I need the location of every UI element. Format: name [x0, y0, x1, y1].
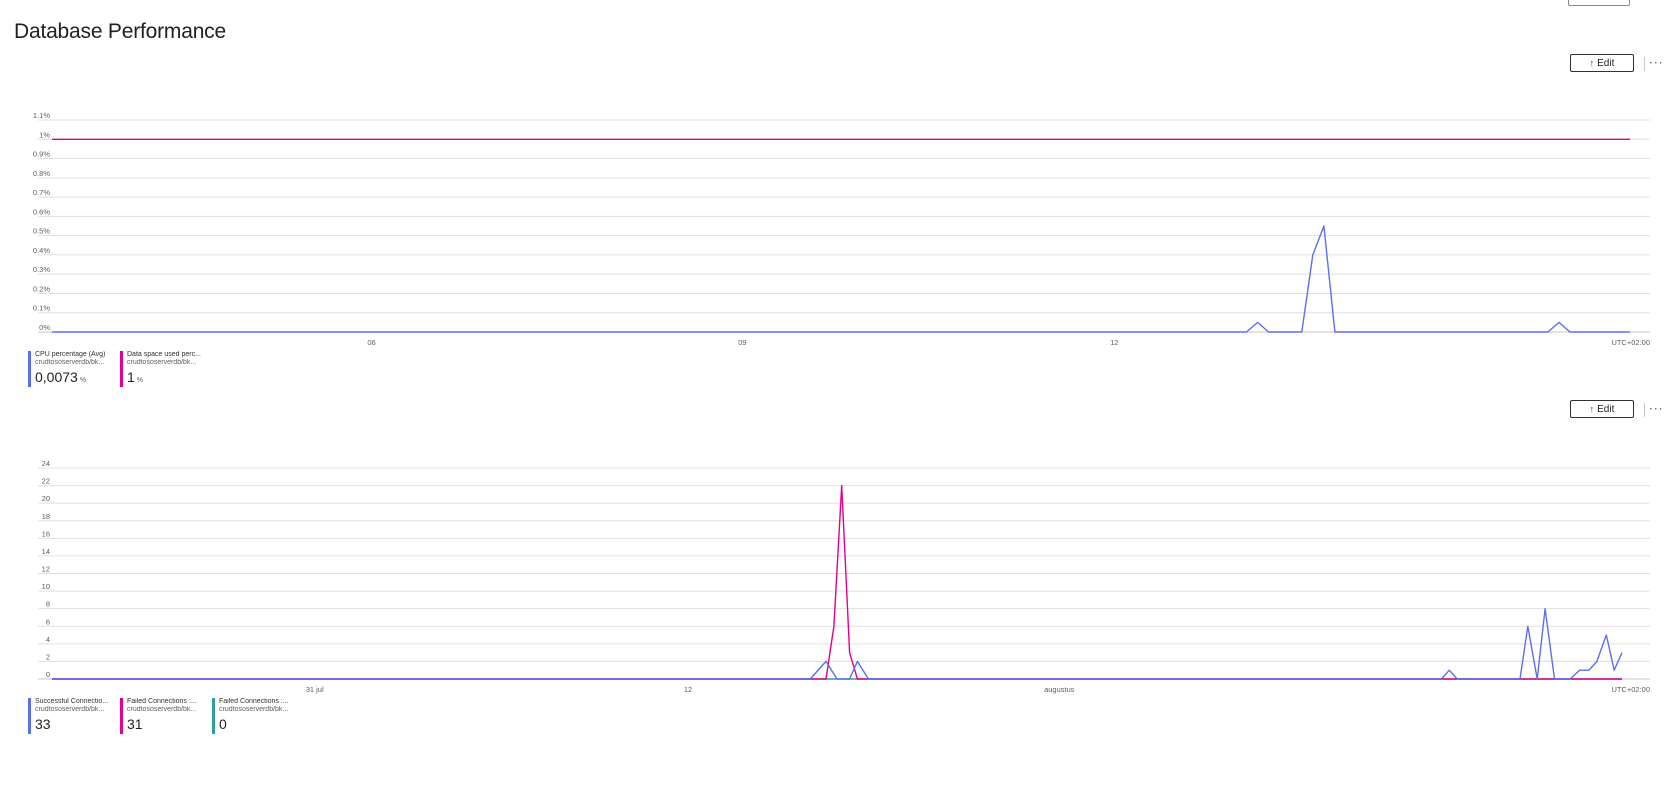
legend-item[interactable]: Failed Connections :... crudtososerverdb/…	[120, 698, 202, 734]
page-title: Database Performance	[14, 20, 226, 43]
legend-unit: %	[136, 377, 144, 384]
y-tick-label: 4	[46, 635, 50, 644]
series-line	[52, 225, 1630, 333]
toolbar-divider	[1644, 57, 1645, 71]
legend-item[interactable]: Data space used perc... crudtososerverdb/…	[120, 351, 202, 387]
legend-summary-value: 0,0073	[35, 369, 78, 385]
legend-swatch	[28, 351, 31, 387]
y-tick-label: 14	[42, 547, 50, 556]
y-tick-label: 12	[42, 565, 50, 574]
cpu-data-space-chart-tile: ↑ Edit ··· 0% 0.1% 0.2% 0.3% 0.4% 0.5% 0.6% 0.7…	[0, 54, 1665, 390]
legend-item[interactable]: CPU percentage (Avg) crudtososerverdb/bk.…	[28, 351, 110, 387]
legend-value-row: 0,0073%	[35, 369, 110, 389]
chart-legend: CPU percentage (Avg) crudtososerverdb/bk.…	[28, 351, 202, 387]
x-tick-label: 31 jul	[306, 685, 324, 694]
edit-label: Edit	[1597, 403, 1615, 415]
legend-resource-name: crudtososerverdb/bk...	[219, 706, 289, 713]
series-line	[52, 607, 1623, 680]
timezone-label: UTC+02:00	[1611, 685, 1650, 694]
legend-value-row: 1%	[127, 369, 202, 389]
legend-series-name: Data space used perc...	[127, 351, 201, 358]
y-tick-label: 0%	[39, 323, 50, 332]
y-tick-label: 0.8%	[33, 169, 50, 178]
connections-chart-tile: ↑ Edit ··· 0 2 4 6 8 10 12 14 16 18 20 22 24 31 jul 12…	[0, 400, 1665, 787]
legend-resource-name: crudtososerverdb/bk...	[35, 706, 105, 713]
legend-summary-value: 33	[35, 716, 51, 732]
y-tick-label: 20	[42, 494, 50, 503]
edit-button[interactable]: ↑ Edit	[1570, 54, 1634, 72]
y-tick-label: 6	[46, 617, 50, 626]
legend-summary-value: 0	[219, 716, 227, 732]
legend-summary-value: 31	[127, 716, 143, 732]
tile-toolbar: ↑ Edit ···	[1465, 400, 1665, 420]
legend-series-name: Failed Connections :...	[127, 698, 197, 705]
toolbar-divider	[1644, 403, 1645, 417]
x-tick-label: augustus	[1044, 685, 1075, 694]
ellipsis-icon: ···	[1649, 402, 1664, 416]
partial-tile-button[interactable]	[1568, 0, 1630, 6]
y-tick-label: 0.4%	[33, 246, 50, 255]
legend-value-row: 33	[35, 716, 110, 733]
y-tick-label: 8	[46, 600, 50, 609]
y-tick-label: 16	[42, 529, 50, 538]
legend-series-name: CPU percentage (Avg)	[35, 351, 106, 358]
legend-item[interactable]: Successful Connectio... crudtososerverdb/…	[28, 698, 110, 734]
pin-icon: ↑	[1589, 403, 1595, 414]
y-tick-label: 0.2%	[33, 284, 50, 293]
legend-resource-name: crudtososerverdb/bk...	[127, 359, 197, 366]
pin-icon: ↑	[1589, 57, 1595, 68]
x-tick-label: 12	[684, 685, 692, 694]
legend-item[interactable]: Failed Connections :... crudtososerverdb/…	[212, 698, 294, 734]
x-tick-label: 12	[1110, 338, 1118, 347]
more-options-button[interactable]: ···	[1649, 54, 1665, 72]
more-options-button[interactable]: ···	[1649, 400, 1665, 418]
tile-toolbar: ↑ Edit ···	[1465, 54, 1665, 74]
legend-swatch	[120, 351, 123, 387]
legend-unit: %	[79, 377, 87, 384]
x-tick-label: 06	[367, 338, 375, 347]
edit-label: Edit	[1597, 57, 1615, 69]
legend-summary-value: 1	[127, 369, 135, 385]
y-tick-label: 0.1%	[33, 304, 50, 313]
y-tick-label: 0.7%	[33, 188, 50, 197]
legend-value-row: 0	[219, 716, 294, 733]
y-tick-label: 0.5%	[33, 227, 50, 236]
ellipsis-icon: ···	[1649, 56, 1664, 70]
y-tick-label: 22	[42, 477, 50, 486]
legend-resource-name: crudtososerverdb/bk...	[35, 359, 105, 366]
series-line	[52, 484, 1622, 680]
legend-resource-name: crudtososerverdb/bk...	[127, 706, 197, 713]
y-tick-label: 0	[46, 670, 50, 679]
cpu-data-space-line-chart[interactable]: 0% 0.1% 0.2% 0.3% 0.4% 0.5% 0.6% 0.7% 0.8% 0.9% 1%…	[0, 54, 1665, 354]
y-tick-label: 18	[42, 512, 50, 521]
x-tick-label: 09	[738, 338, 746, 347]
edit-button[interactable]: ↑ Edit	[1570, 400, 1634, 418]
y-tick-label: 10	[42, 582, 50, 591]
timezone-label: UTC+02:00	[1611, 338, 1650, 347]
y-tick-label: 2	[46, 652, 50, 661]
chart-legend: Successful Connectio... crudtososerverdb/…	[28, 698, 294, 734]
y-tick-label: 0.3%	[33, 265, 50, 274]
legend-series-name: Successful Connectio...	[35, 698, 109, 705]
y-tick-label: 24	[42, 459, 50, 468]
y-tick-label: 0.9%	[33, 150, 50, 159]
legend-series-name: Failed Connections :...	[219, 698, 289, 705]
legend-swatch	[212, 698, 215, 734]
legend-swatch	[28, 698, 31, 734]
y-tick-label: 0.6%	[33, 207, 50, 216]
legend-swatch	[120, 698, 123, 734]
legend-value-row: 31	[127, 716, 202, 733]
y-tick-label: 1%	[39, 130, 50, 139]
y-tick-label: 1.1%	[33, 111, 50, 120]
